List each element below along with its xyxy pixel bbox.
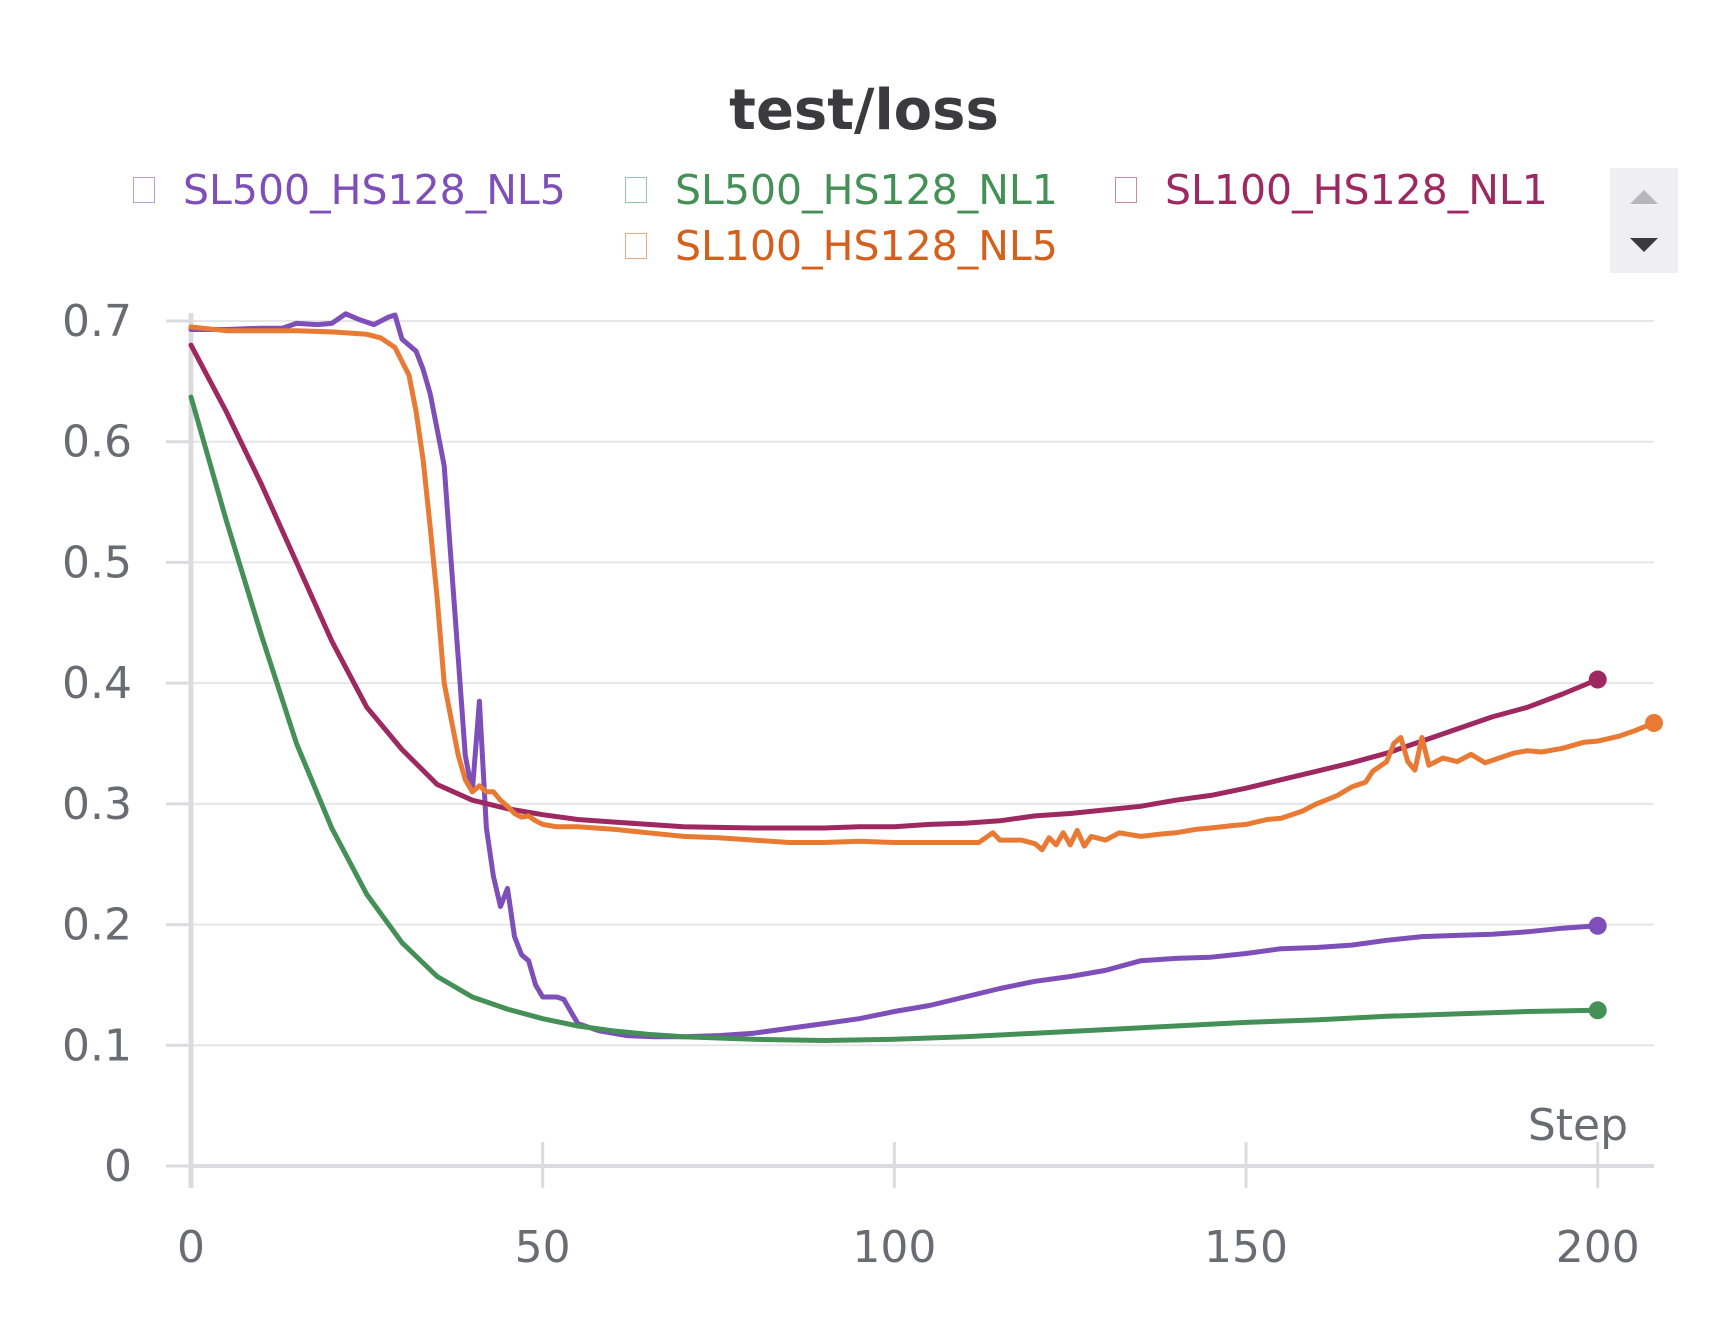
- legend-swatch-2: [1115, 177, 1137, 203]
- legend-item-2[interactable]: SL100_HS128_NL1: [1115, 166, 1548, 214]
- x-axis-label: Step: [1528, 1100, 1628, 1151]
- y-tick-label-1: 0.1: [62, 1020, 132, 1071]
- tick-labels: 0 0.1 0.2 0.3 0.4 0.5 0.6 0.7 0 50 100 150 200: [62, 296, 1640, 1273]
- scroll-down-icon[interactable]: [1630, 238, 1658, 252]
- y-tick-label-4: 0.4: [62, 658, 132, 709]
- legend-scroller: [1610, 168, 1678, 273]
- x-tick-label-1: 50: [515, 1222, 571, 1273]
- y-tick-label-6: 0.6: [62, 417, 132, 468]
- grid: [191, 320, 1654, 1047]
- legend-label-2: SL100_HS128_NL1: [1165, 166, 1548, 214]
- scroll-up-icon[interactable]: [1630, 190, 1658, 204]
- series-line-3[interactable]: [188, 324, 1657, 853]
- legend-label-1: SL500_HS128_NL1: [675, 166, 1058, 214]
- series-end-point-1[interactable]: [1588, 1001, 1607, 1020]
- x-tick-label-2: 100: [852, 1222, 936, 1273]
- legend-swatch-0: [133, 177, 155, 203]
- legend-label-3: SL100_HS128_NL5: [675, 222, 1058, 270]
- x-tick-label-0: 0: [177, 1222, 205, 1273]
- legend-item-1[interactable]: SL500_HS128_NL1: [625, 166, 1058, 214]
- y-tick-label-7: 0.7: [62, 296, 132, 347]
- y-tick-label-2: 0.2: [62, 900, 132, 951]
- y-tick-label-5: 0.5: [62, 537, 132, 588]
- series-line-2[interactable]: [188, 342, 1601, 831]
- legend-swatch-1: [625, 177, 647, 203]
- series-end-point-2[interactable]: [1588, 670, 1607, 689]
- series-line-0[interactable]: [188, 311, 1601, 1040]
- x-tick-label-3: 150: [1204, 1222, 1288, 1273]
- legend-label-0: SL500_HS128_NL5: [183, 166, 566, 214]
- legend-item-3[interactable]: SL100_HS128_NL5: [625, 222, 1058, 270]
- legend-swatch-3: [625, 233, 647, 259]
- axes: [166, 313, 1654, 1188]
- legend-item-0[interactable]: SL500_HS128_NL5: [133, 166, 566, 214]
- series-end-point-0[interactable]: [1588, 916, 1607, 935]
- series-line-1[interactable]: [188, 394, 1601, 1043]
- series-lines: [188, 311, 1663, 1043]
- chart-title: test/loss: [729, 78, 999, 143]
- x-tick-label-4: 200: [1556, 1222, 1640, 1273]
- y-tick-label-3: 0.3: [62, 779, 132, 830]
- y-tick-label-0: 0: [104, 1141, 132, 1192]
- series-end-point-3[interactable]: [1645, 713, 1663, 732]
